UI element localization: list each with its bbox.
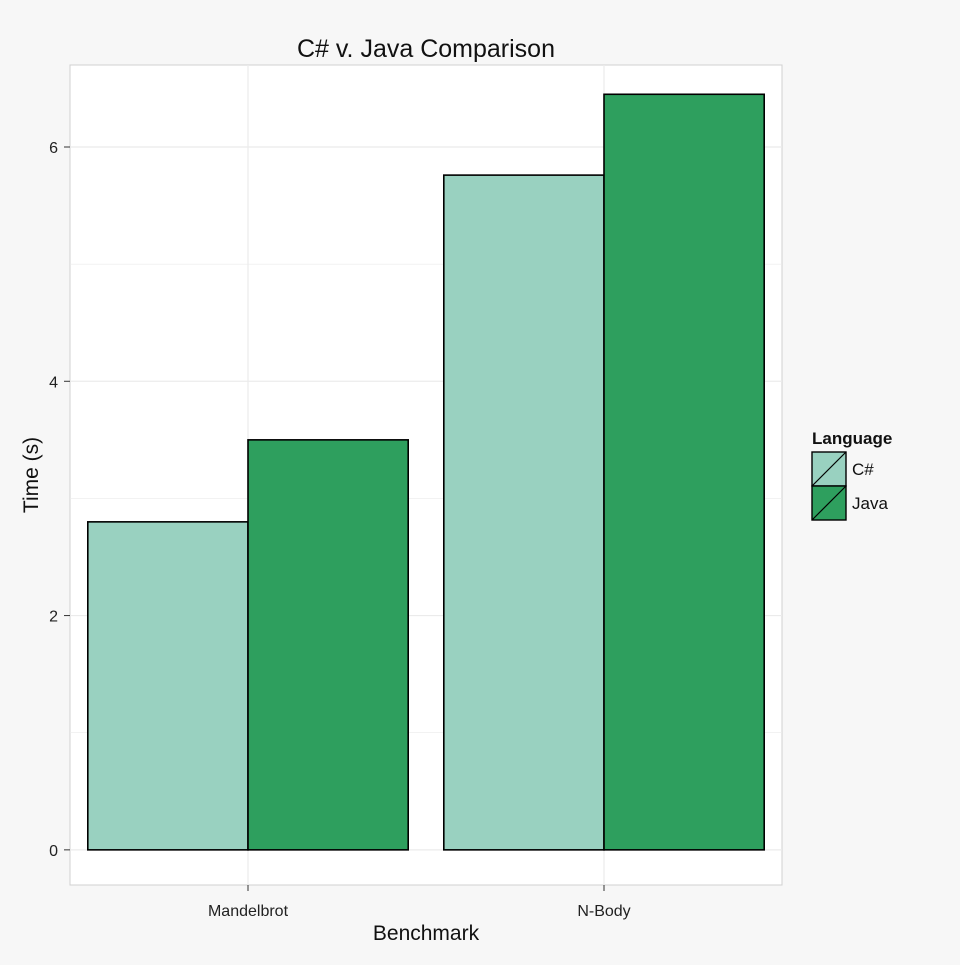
y-tick-label: 0 [49, 843, 58, 860]
legend-label: Java [852, 494, 888, 513]
x-tick-label: N-Body [577, 903, 630, 920]
x-tick-label: Mandelbrot [208, 903, 289, 920]
y-tick-label: 2 [49, 609, 58, 626]
bar-java-mandelbrot [247, 439, 409, 851]
chart-title: C# v. Java Comparison [297, 35, 555, 63]
bar-c-n-body [442, 174, 605, 851]
y-tick-label: 6 [49, 140, 58, 157]
bar-c-mandelbrot [87, 521, 249, 851]
legend: Language C# Java [811, 429, 892, 521]
axes: 0 2 4 6 Mandelbrot N-Body [49, 140, 631, 920]
y-tick-label: 4 [49, 374, 58, 391]
legend-title: Language [812, 429, 892, 448]
y-axis-title: Time (s) [20, 437, 43, 513]
legend-label: C# [852, 460, 874, 479]
legend-items: C# Java [811, 451, 888, 521]
legend-key-slash [811, 451, 847, 487]
bars [87, 93, 765, 851]
x-axis-title: Benchmark [373, 922, 480, 945]
legend-key-slash [811, 485, 847, 521]
bar-java-n-body [603, 93, 765, 851]
